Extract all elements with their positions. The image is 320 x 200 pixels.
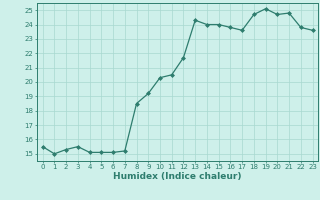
X-axis label: Humidex (Indice chaleur): Humidex (Indice chaleur)	[113, 172, 242, 181]
